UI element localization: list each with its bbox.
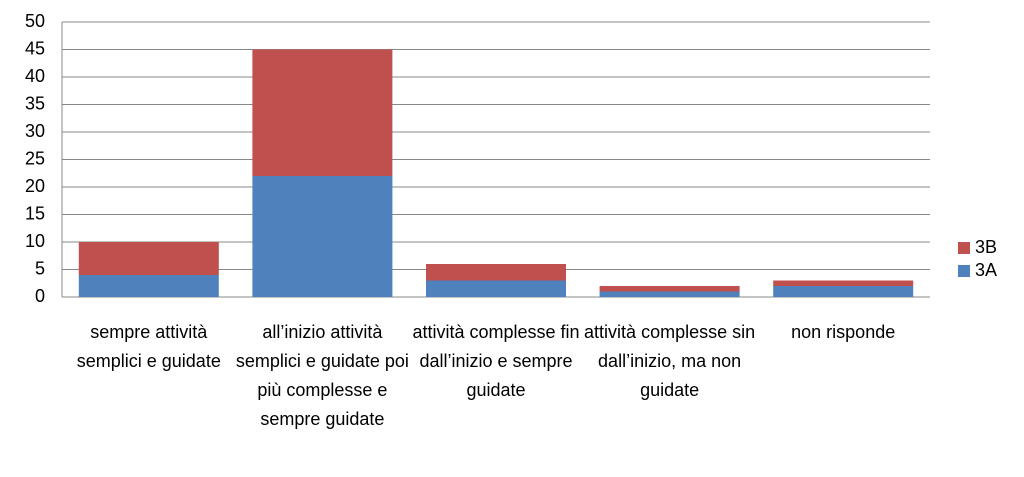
y-tick-label: 30 <box>25 121 45 141</box>
bar-segment <box>252 176 393 297</box>
bar-segment <box>78 275 219 297</box>
y-tick-label: 35 <box>25 93 45 113</box>
y-tick-label: 0 <box>35 286 45 306</box>
bar-segment <box>599 291 740 297</box>
y-tick-label: 5 <box>35 258 45 278</box>
legend-label: 3A <box>975 260 997 280</box>
y-tick-label: 20 <box>25 176 45 196</box>
bar-segment <box>252 49 393 176</box>
y-tick-label: 50 <box>25 11 45 31</box>
x-tick-label: non risponde <box>791 322 896 342</box>
x-tick-label: attività complesse sin dall’inizio, ma n… <box>584 322 756 400</box>
bar-segment <box>773 286 914 297</box>
y-tick-label: 25 <box>25 148 45 168</box>
x-tick-label: all’inizio attività semplici e guidate p… <box>235 322 409 429</box>
y-tick-label: 45 <box>25 38 45 58</box>
x-tick-label: sempre attività semplici e guidate <box>76 322 221 371</box>
y-tick-label: 15 <box>25 203 45 223</box>
bar-segment <box>599 286 740 292</box>
bar-segment <box>773 280 914 286</box>
y-tick-label: 10 <box>25 231 45 251</box>
y-tick-label: 40 <box>25 66 45 86</box>
legend-label: 3B <box>975 237 997 257</box>
bar-segment <box>426 280 566 297</box>
legend-swatch <box>958 265 970 277</box>
bar-segment <box>426 264 566 281</box>
bar-segment <box>78 242 219 275</box>
x-tick-label: attività complesse fin dall’inizio e sem… <box>412 322 580 400</box>
legend-swatch <box>958 242 970 254</box>
